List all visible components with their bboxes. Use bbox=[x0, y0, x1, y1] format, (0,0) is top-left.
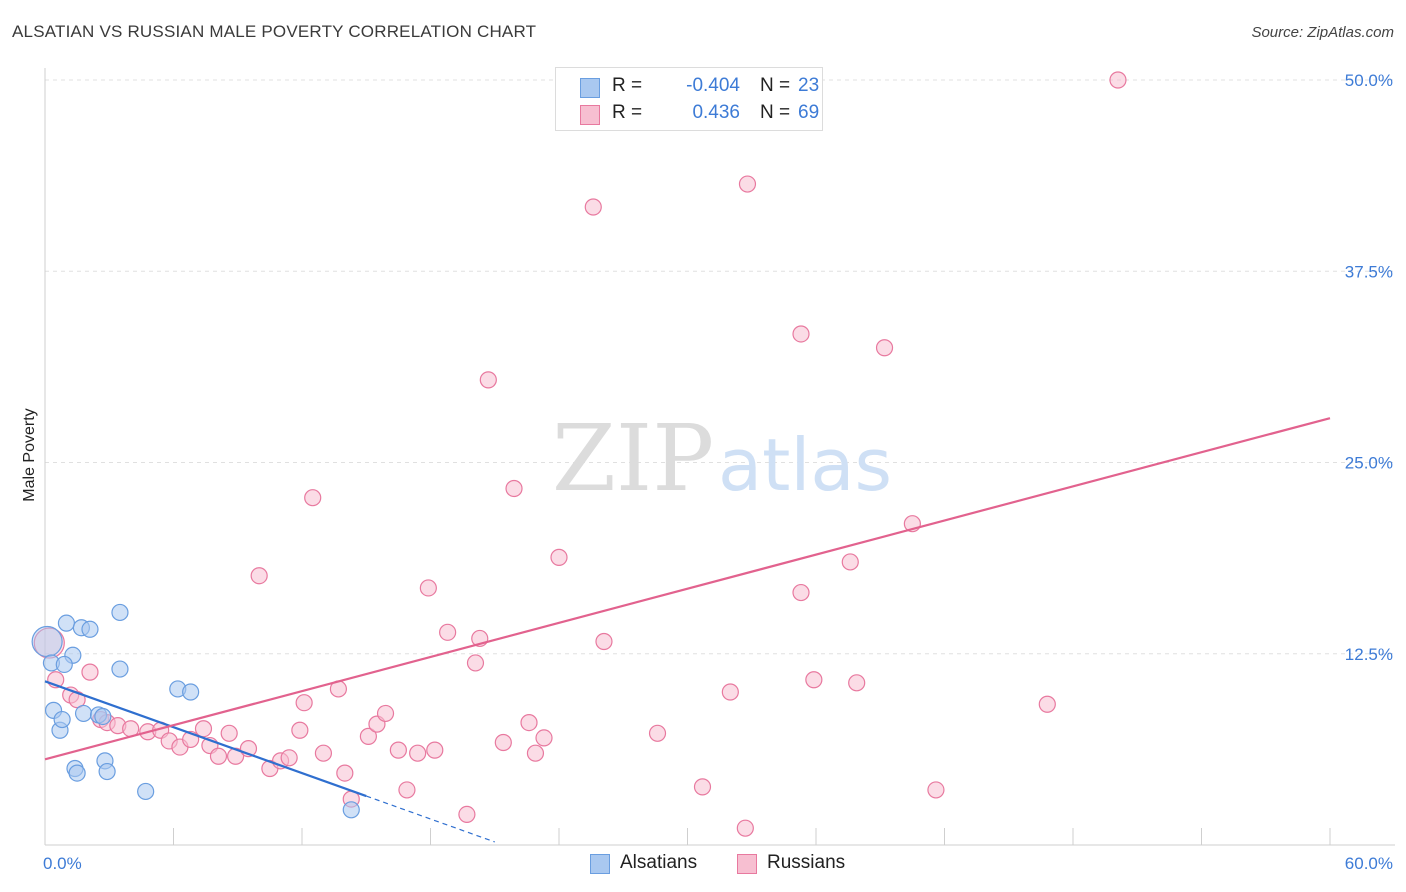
russians-point bbox=[336, 764, 354, 782]
russians-point bbox=[693, 778, 712, 796]
alsatians-point bbox=[31, 625, 63, 658]
alsatians-point bbox=[68, 764, 86, 782]
russians-swatch bbox=[580, 105, 600, 125]
alsatians-trend-line-extension bbox=[366, 795, 495, 843]
axes bbox=[44, 68, 1395, 846]
alsatians-point bbox=[98, 762, 116, 781]
gridlines bbox=[45, 79, 1395, 655]
russians-point bbox=[479, 371, 497, 389]
russians-point bbox=[875, 339, 894, 357]
alsatians-point bbox=[81, 620, 99, 638]
russians-point bbox=[792, 583, 810, 602]
x-tick-label: 60.0% bbox=[1345, 854, 1393, 873]
watermark-atlas: atlas bbox=[718, 423, 892, 507]
russians-point bbox=[398, 781, 416, 799]
alsatians-points bbox=[31, 603, 360, 819]
russians-point bbox=[648, 724, 667, 742]
russians-point bbox=[595, 632, 613, 651]
russians-point bbox=[81, 663, 99, 681]
russians-point bbox=[526, 744, 545, 762]
russians-point bbox=[792, 325, 810, 343]
r-label: R = bbox=[612, 102, 643, 123]
russians-point bbox=[291, 721, 309, 739]
russians-point bbox=[194, 720, 213, 738]
y-axis-label: Male Poverty bbox=[21, 408, 38, 501]
russians-point bbox=[927, 781, 945, 799]
russians-point bbox=[505, 479, 523, 498]
y-tick-label: 50.0% bbox=[1345, 71, 1393, 90]
russians-trend-line bbox=[44, 417, 1331, 761]
alsatians-point bbox=[137, 782, 155, 801]
russians-point bbox=[841, 553, 859, 571]
russians-points bbox=[33, 71, 1127, 837]
alsatians-swatch bbox=[580, 78, 600, 98]
n-label: N = bbox=[760, 102, 791, 123]
russians-point bbox=[584, 198, 602, 216]
trend-lines bbox=[44, 417, 1331, 843]
alsatians-point bbox=[53, 710, 71, 729]
russians-point bbox=[1038, 695, 1056, 713]
n-label: N = bbox=[760, 75, 791, 96]
russians-point bbox=[359, 727, 377, 745]
russians-point bbox=[220, 724, 238, 742]
russians-point bbox=[535, 729, 553, 747]
r-value: 0.436 bbox=[692, 102, 740, 123]
source-credit: Source: ZipAtlas.com bbox=[1251, 24, 1394, 41]
x-tick-label: 0.0% bbox=[43, 854, 82, 873]
russians-point bbox=[419, 579, 437, 597]
russians-point bbox=[304, 489, 322, 507]
alsatians-point bbox=[342, 801, 360, 819]
russians-point bbox=[314, 744, 333, 762]
russians-point bbox=[494, 733, 512, 752]
russians-point bbox=[520, 713, 538, 732]
y-tick-label: 25.0% bbox=[1345, 454, 1393, 473]
alsatians-swatch bbox=[590, 854, 610, 874]
russians-point bbox=[1109, 71, 1127, 89]
russians-point bbox=[721, 683, 739, 701]
alsatians-point bbox=[94, 707, 112, 726]
russians-point bbox=[439, 623, 457, 641]
russians-point bbox=[295, 694, 313, 712]
alsatians-point bbox=[182, 683, 200, 701]
russians-point bbox=[738, 175, 757, 193]
russians-swatch bbox=[737, 854, 757, 874]
alsatians-point bbox=[55, 655, 73, 674]
alsatians-trend-line bbox=[44, 680, 367, 798]
alsatians-point bbox=[74, 704, 93, 723]
watermark-zip: ZIP bbox=[552, 405, 714, 512]
russians-point bbox=[376, 704, 395, 723]
r-label: R = bbox=[612, 75, 643, 96]
russians-point bbox=[805, 671, 823, 689]
russians-point bbox=[250, 567, 268, 585]
legend-label: Russians bbox=[767, 852, 846, 873]
y-tick-label: 12.5% bbox=[1345, 645, 1393, 664]
russians-point bbox=[280, 749, 298, 767]
alsatians-point bbox=[57, 614, 76, 632]
russians-point bbox=[426, 741, 444, 759]
alsatians-point bbox=[111, 603, 129, 622]
russians-point bbox=[209, 747, 228, 765]
russians-point bbox=[458, 805, 476, 824]
tick-labels: 12.5% 25.0% 37.5% 50.0% 0.0% 60.0% bbox=[43, 71, 1393, 873]
russians-point bbox=[389, 741, 407, 759]
r-value: -0.404 bbox=[686, 75, 740, 96]
n-value: 23 bbox=[798, 75, 820, 96]
russians-point bbox=[848, 674, 866, 692]
stats-box: R = -0.404 N = 23 R = 0.436 N = 69 bbox=[555, 67, 823, 131]
y-tick-label: 37.5% bbox=[1345, 262, 1393, 281]
russians-point bbox=[736, 819, 754, 837]
alsatians-point bbox=[111, 660, 129, 678]
russians-point bbox=[466, 654, 485, 672]
russians-point bbox=[409, 744, 427, 762]
n-value: 69 bbox=[798, 102, 820, 123]
legend-label: Alsatians bbox=[620, 852, 698, 873]
chart-title: ALSATIAN VS RUSSIAN MALE POVERTY CORRELA… bbox=[12, 22, 537, 41]
russians-point bbox=[550, 548, 568, 566]
